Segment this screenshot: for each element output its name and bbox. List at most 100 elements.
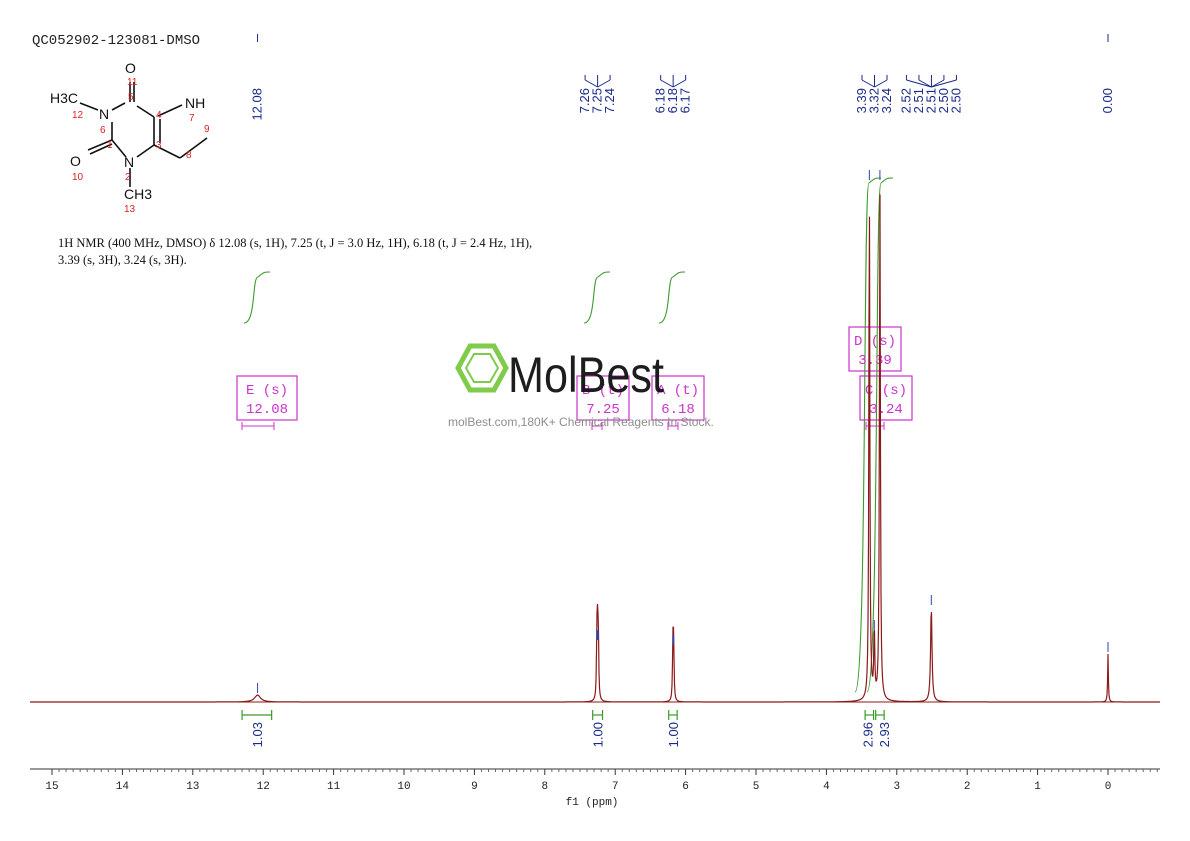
peak-label: 6.18 [653, 88, 668, 113]
molecule-structure: O 11 5 H3C 12 N 6 4 NH 7 9 O 1 3 8 10 N … [50, 60, 210, 215]
multiplet-letter-text: D [854, 334, 871, 350]
multiplet-box [651, 375, 705, 421]
multiplet-mult-text: (s) [871, 334, 896, 350]
peak-label: 7.26 [577, 88, 592, 113]
watermark-brand: MolBest [508, 347, 664, 403]
peak-label: 7.25 [590, 88, 605, 113]
integral-label: 1.00 [666, 722, 681, 747]
peak-label: 7.24 [602, 88, 617, 113]
atom-num-9: 9 [204, 124, 210, 135]
peak-connector [874, 79, 888, 88]
x-axis-ticks: 15 14 13 12 11 10 9 8 7 6 5 4 3 2 1 0 [45, 769, 1158, 793]
integrals: 1.03 1.00 1.00 2.96 2.93 [241, 177, 894, 747]
multiplet-mult-text: (t) [674, 383, 699, 399]
peak-connector [660, 79, 674, 88]
x-tick-label: 7 [612, 781, 619, 793]
atom-num-1: 1 [107, 140, 113, 151]
peak-connector [597, 79, 611, 88]
x-tick-label: 11 [327, 781, 341, 793]
peak-labels: 12.08 7.267.257.24 6.186.186.17 3.393.323.2… [250, 34, 1115, 121]
peak-label: 2.51 [911, 88, 926, 113]
peak-label: 2.51 [923, 88, 938, 113]
multiplet-letter-text: E [246, 383, 263, 399]
peak-label: 3.24 [879, 88, 894, 113]
atom-num-8: 8 [186, 150, 192, 161]
peak-label: 6.18 [665, 88, 680, 113]
atom-num-13: 13 [124, 204, 136, 215]
peak-connector [672, 79, 686, 88]
multiplet-shift: 7.25 [586, 402, 620, 418]
x-tick-label: 8 [541, 781, 548, 793]
atom-ch3: CH3 [124, 186, 152, 202]
atom-num-3: 3 [156, 140, 162, 151]
x-tick-label: 12 [257, 781, 270, 793]
x-tick-label: 6 [682, 781, 689, 793]
multiplet-box [576, 375, 630, 421]
multiplet-shift: 3.24 [869, 402, 903, 418]
x-tick-label: 2 [964, 781, 971, 793]
multiplet-letter-text: B [582, 383, 599, 399]
atom-num-10: 10 [72, 172, 84, 183]
atom-num-6: 6 [100, 125, 106, 136]
multiplet-letter: E (s) [246, 383, 288, 399]
integral-label: 1.03 [250, 722, 265, 747]
integral-curve [658, 271, 686, 324]
nmr-description-line1: 1H NMR (400 MHz, DMSO) δ 12.08 (s, 1H), … [58, 236, 532, 250]
peak-label: 3.39 [854, 88, 869, 113]
x-tick-label: 13 [186, 781, 199, 793]
integral-label: 2.96 [860, 722, 875, 747]
atom-h3c: H3C [50, 90, 78, 106]
integral-curve [854, 177, 882, 693]
atom-num-4: 4 [156, 110, 162, 121]
atom-o-top: O [125, 60, 136, 76]
x-tick-label: 1 [1034, 781, 1041, 793]
x-tick-label: 10 [397, 781, 410, 793]
atom-num-11: 11 [127, 77, 138, 88]
integral-label: 1.00 [591, 722, 606, 747]
peak-label: 2.52 [898, 88, 913, 113]
multiplet-box [859, 375, 913, 421]
atom-num-12: 12 [72, 110, 84, 121]
multiplet-mult-text: (t) [599, 383, 624, 399]
atom-num-5: 5 [128, 92, 134, 103]
multiplet-letter-text: A [657, 383, 674, 399]
multiplet-shift: 12.08 [246, 402, 288, 418]
peak-connector [906, 79, 932, 88]
x-tick-label: 5 [753, 781, 760, 793]
multiplet-shift: 3.39 [858, 353, 892, 369]
watermark-tagline: molBest.com,180K+ Chemical Reagents In S… [448, 415, 714, 429]
x-tick-label: 0 [1105, 781, 1112, 793]
multiplet-letter: B (t) [582, 383, 624, 399]
multiplet-shift: 6.18 [661, 402, 695, 418]
peak-label: 2.50 [948, 88, 963, 113]
peak-connector [918, 79, 932, 88]
integral-label: 2.93 [877, 722, 892, 747]
peak-label: 6.17 [678, 88, 693, 113]
atom-num-2: 2 [125, 172, 131, 183]
multiplet-box [236, 375, 298, 421]
integral-curve [583, 271, 611, 324]
multiplet-letter: C (s) [865, 383, 907, 399]
x-tick-label: 15 [45, 781, 58, 793]
multiplet-mult-text: (s) [882, 383, 907, 399]
peak-label: 3.32 [867, 88, 882, 113]
peak-connector [931, 79, 945, 88]
peak-connector [861, 79, 875, 88]
atom-num-7: 7 [189, 113, 195, 124]
peak-label: 2.50 [936, 88, 951, 113]
integral-curve [243, 271, 271, 324]
hexagon-logo-icon [455, 343, 509, 393]
integral-curve [866, 177, 894, 693]
atom-n1: N [99, 106, 109, 122]
x-tick-label: 4 [823, 781, 830, 793]
peak-connector [584, 79, 598, 88]
multiplet-box [848, 326, 902, 372]
atom-o-left: O [70, 153, 81, 169]
spectrum-line [30, 194, 1160, 703]
atom-nh: NH [185, 95, 205, 111]
peak-top-ticks [257, 170, 1109, 693]
multiplet-letter: A (t) [657, 383, 699, 399]
x-tick-label: 9 [471, 781, 478, 793]
multiplet-letter: D (s) [854, 334, 896, 350]
